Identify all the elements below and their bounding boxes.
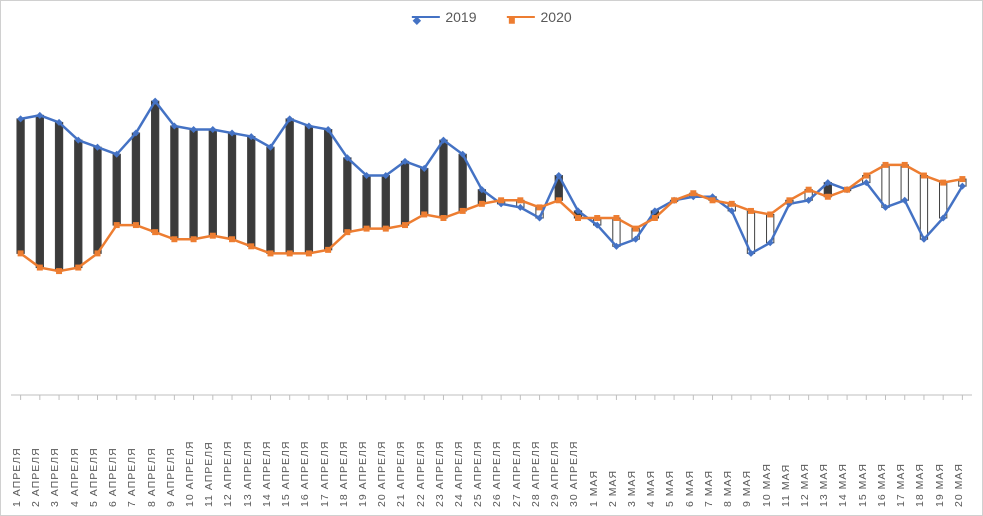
x-axis-label: 11 АПРЕЛЯ [203, 397, 222, 507]
x-axis-label: 30 АПРЕЛЯ [568, 397, 587, 507]
x-axis-label: 25 АПРЕЛЯ [472, 397, 491, 507]
x-axis-label: 15 АПРЕЛЯ [280, 397, 299, 507]
x-axis-label: 1 МАЯ [588, 397, 607, 507]
square-icon [507, 16, 535, 19]
x-axis-label: 20 АПРЕЛЯ [376, 397, 395, 507]
x-axis-label: 8 МАЯ [722, 397, 741, 507]
x-axis-label: 23 АПРЕЛЯ [434, 397, 453, 507]
x-axis-label: 19 МАЯ [934, 397, 953, 507]
x-axis-label: 15 МАЯ [857, 397, 876, 507]
x-axis-label: 19 АПРЕЛЯ [357, 397, 376, 507]
x-axis-label: 13 МАЯ [818, 397, 837, 507]
x-axis-label: 10 АПРЕЛЯ [184, 397, 203, 507]
x-axis-label: 4 МАЯ [645, 397, 664, 507]
legend-item-2019: 2019 [411, 9, 476, 25]
diamond-icon [411, 16, 439, 19]
legend-line-2019 [411, 16, 439, 19]
x-axis-label: 22 АПРЕЛЯ [415, 397, 434, 507]
x-axis-label: 8 АПРЕЛЯ [146, 397, 165, 507]
x-axis-label: 26 АПРЕЛЯ [491, 397, 510, 507]
x-axis-label: 4 АПРЕЛЯ [69, 397, 88, 507]
x-axis-label: 24 АПРЕЛЯ [453, 397, 472, 507]
legend-label-2019: 2019 [445, 9, 476, 25]
x-axis-label: 2 АПРЕЛЯ [30, 397, 49, 507]
x-axis-label: 16 МАЯ [876, 397, 895, 507]
x-axis-label: 5 МАЯ [664, 397, 683, 507]
x-axis-label: 6 МАЯ [684, 397, 703, 507]
x-axis-label: 1 АПРЕЛЯ [11, 397, 30, 507]
x-axis-label: 12 АПРЕЛЯ [222, 397, 241, 507]
legend-line-2020 [507, 16, 535, 19]
x-axis-labels: 1 АПРЕЛЯ2 АПРЕЛЯ3 АПРЕЛЯ4 АПРЕЛЯ5 АПРЕЛЯ… [11, 397, 972, 507]
x-axis-label: 7 МАЯ [703, 397, 722, 507]
x-axis-label: 5 АПРЕЛЯ [88, 397, 107, 507]
chart-svg [11, 41, 972, 395]
x-axis-label: 9 МАЯ [741, 397, 760, 507]
x-axis-label: 18 АПРЕЛЯ [338, 397, 357, 507]
x-axis-label: 29 АПРЕЛЯ [549, 397, 568, 507]
x-axis-label: 11 МАЯ [780, 397, 799, 507]
x-axis-label: 3 АПРЕЛЯ [49, 397, 68, 507]
x-axis-label: 18 МАЯ [914, 397, 933, 507]
x-axis-label: 27 АПРЕЛЯ [511, 397, 530, 507]
x-axis-label: 14 МАЯ [837, 397, 856, 507]
legend-label-2020: 2020 [541, 9, 572, 25]
x-axis-label: 16 АПРЕЛЯ [299, 397, 318, 507]
legend-item-2020: 2020 [507, 9, 572, 25]
x-axis-label: 3 МАЯ [626, 397, 645, 507]
x-axis-label: 14 АПРЕЛЯ [261, 397, 280, 507]
x-axis-label: 2 МАЯ [607, 397, 626, 507]
x-axis-label: 10 МАЯ [761, 397, 780, 507]
x-axis-label: 12 МАЯ [799, 397, 818, 507]
x-axis-label: 7 АПРЕЛЯ [126, 397, 145, 507]
x-axis-label: 6 АПРЕЛЯ [107, 397, 126, 507]
chart-container: 2019 2020 1 АПРЕЛЯ2 АПРЕЛЯ3 АПРЕЛЯ4 АПРЕ… [0, 0, 983, 516]
x-axis-label: 17 АПРЕЛЯ [319, 397, 338, 507]
x-axis-label: 17 МАЯ [895, 397, 914, 507]
legend: 2019 2020 [411, 9, 571, 25]
plot-area [11, 41, 972, 395]
x-axis-label: 20 МАЯ [953, 397, 972, 507]
x-axis-label: 9 АПРЕЛЯ [165, 397, 184, 507]
x-axis-label: 21 АПРЕЛЯ [395, 397, 414, 507]
x-axis-label: 28 АПРЕЛЯ [530, 397, 549, 507]
x-axis-label: 13 АПРЕЛЯ [242, 397, 261, 507]
